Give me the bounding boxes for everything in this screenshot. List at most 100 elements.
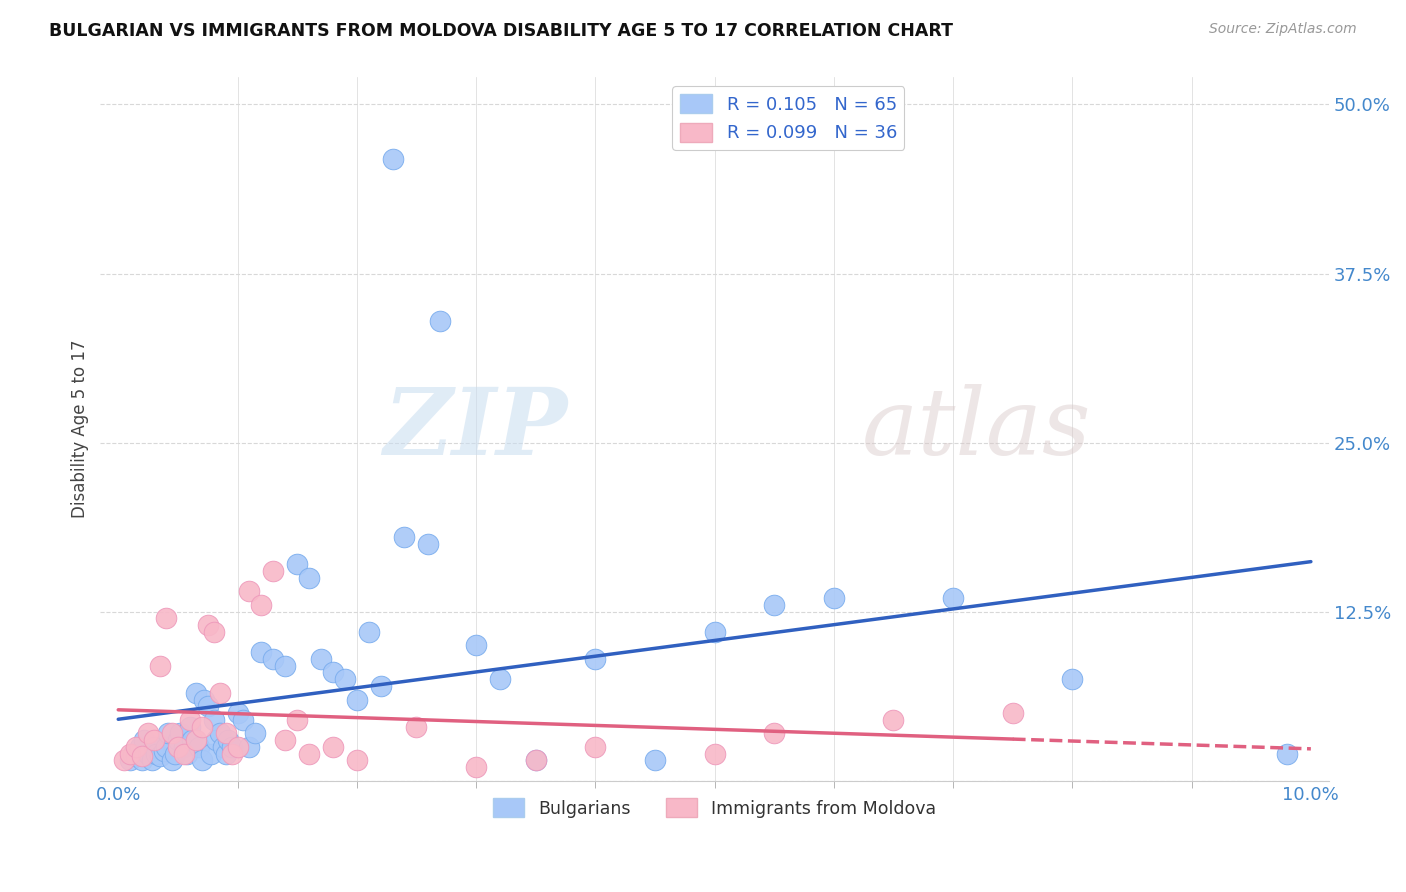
Point	[197, 618, 219, 632]
Point	[149, 658, 172, 673]
Point	[238, 584, 260, 599]
Text: BULGARIAN VS IMMIGRANTS FROM MOLDOVA DISABILITY AGE 5 TO 17 CORRELATION CHART: BULGARIAN VS IMMIGRANTS FROM MOLDOVA DIS…	[49, 22, 953, 40]
Point	[381, 152, 404, 166]
Point	[165, 747, 187, 761]
Point	[262, 652, 284, 666]
Point	[703, 624, 725, 639]
Point	[208, 726, 231, 740]
Point	[357, 624, 380, 639]
Point	[173, 747, 195, 761]
Point	[131, 753, 153, 767]
Point	[262, 564, 284, 578]
Point	[193, 692, 215, 706]
Point	[155, 611, 177, 625]
Point	[217, 733, 239, 747]
Point	[169, 726, 191, 740]
Point	[703, 747, 725, 761]
Point	[429, 314, 451, 328]
Point	[524, 753, 547, 767]
Point	[125, 749, 148, 764]
Point	[250, 598, 273, 612]
Point	[214, 747, 236, 761]
Point	[763, 726, 786, 740]
Point	[465, 760, 488, 774]
Point	[120, 753, 142, 767]
Point	[184, 686, 207, 700]
Point	[167, 739, 190, 754]
Point	[226, 739, 249, 754]
Point	[298, 747, 321, 761]
Point	[763, 598, 786, 612]
Point	[200, 747, 222, 761]
Point	[131, 749, 153, 764]
Point	[285, 713, 308, 727]
Point	[1001, 706, 1024, 720]
Point	[128, 739, 150, 754]
Point	[221, 747, 243, 761]
Point	[202, 713, 225, 727]
Point	[418, 537, 440, 551]
Point	[112, 753, 135, 767]
Y-axis label: Disability Age 5 to 17: Disability Age 5 to 17	[72, 340, 89, 518]
Point	[394, 530, 416, 544]
Point	[160, 753, 183, 767]
Point	[274, 733, 297, 747]
Point	[1062, 672, 1084, 686]
Text: atlas: atlas	[862, 384, 1091, 474]
Point	[202, 624, 225, 639]
Point	[489, 672, 512, 686]
Legend: Bulgarians, Immigrants from Moldova: Bulgarians, Immigrants from Moldova	[486, 791, 943, 825]
Point	[465, 639, 488, 653]
Point	[205, 733, 228, 747]
Point	[232, 713, 254, 727]
Point	[190, 720, 212, 734]
Point	[160, 726, 183, 740]
Point	[298, 571, 321, 585]
Point	[134, 733, 156, 747]
Point	[167, 733, 190, 747]
Point	[583, 652, 606, 666]
Point	[120, 747, 142, 761]
Point	[226, 706, 249, 720]
Point	[136, 726, 159, 740]
Text: ZIP: ZIP	[382, 384, 567, 474]
Point	[221, 739, 243, 754]
Text: Source: ZipAtlas.com: Source: ZipAtlas.com	[1209, 22, 1357, 37]
Point	[405, 720, 427, 734]
Point	[179, 720, 201, 734]
Point	[141, 753, 163, 767]
Point	[346, 692, 368, 706]
Point	[155, 739, 177, 754]
Point	[309, 652, 332, 666]
Point	[322, 739, 344, 754]
Point	[149, 749, 172, 764]
Point	[145, 747, 167, 761]
Point	[882, 713, 904, 727]
Point	[157, 726, 180, 740]
Point	[143, 739, 166, 754]
Point	[188, 739, 211, 754]
Point	[333, 672, 356, 686]
Point	[942, 591, 965, 605]
Point	[212, 739, 235, 754]
Point	[208, 686, 231, 700]
Point	[173, 739, 195, 754]
Point	[370, 679, 392, 693]
Point	[184, 733, 207, 747]
Point	[322, 665, 344, 680]
Point	[245, 726, 267, 740]
Point	[181, 733, 204, 747]
Point	[190, 753, 212, 767]
Point	[285, 558, 308, 572]
Point	[197, 699, 219, 714]
Point	[143, 733, 166, 747]
Point	[176, 747, 198, 761]
Point	[274, 658, 297, 673]
Point	[152, 744, 174, 758]
Point	[583, 739, 606, 754]
Point	[346, 753, 368, 767]
Point	[214, 726, 236, 740]
Point	[524, 753, 547, 767]
Point	[121, 747, 143, 761]
Point	[136, 747, 159, 761]
